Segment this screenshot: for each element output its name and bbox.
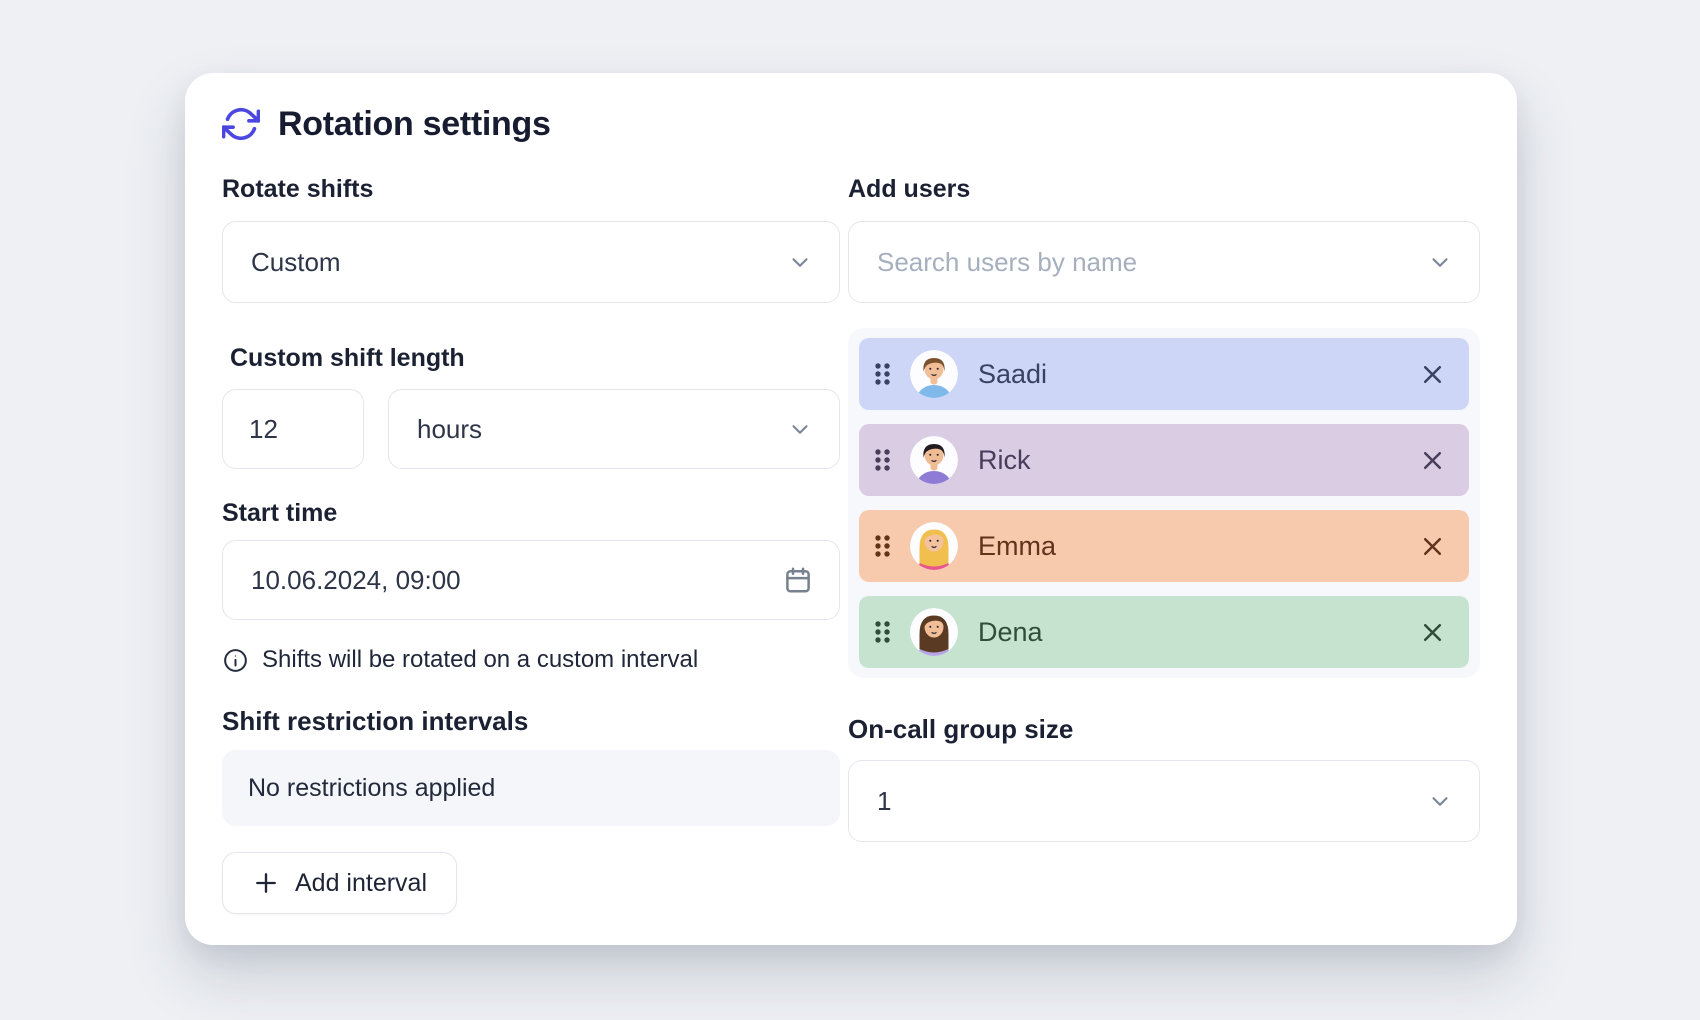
left-column: Rotate shifts Custom Custom shift length… [222, 174, 840, 914]
rotate-shifts-label: Rotate shifts [222, 175, 374, 203]
close-icon[interactable] [1420, 534, 1445, 559]
user-search-select[interactable] [848, 221, 1480, 303]
shift-length-value-input[interactable] [222, 389, 364, 469]
drag-handle-icon[interactable] [873, 361, 892, 387]
user-row: Rick [859, 424, 1469, 496]
rotate-shifts-value: Custom [251, 246, 341, 277]
group-size-value: 1 [877, 785, 892, 816]
user-name: Rick [978, 444, 1031, 475]
plus-icon [256, 873, 276, 893]
avatar [910, 522, 958, 570]
drag-handle-icon[interactable] [873, 533, 892, 559]
right-column: Add users [848, 174, 1480, 914]
user-list: Saadi [848, 328, 1480, 678]
close-icon[interactable] [1420, 620, 1445, 645]
user-row: Emma [859, 510, 1469, 582]
search-input[interactable] [877, 246, 1415, 278]
drag-handle-icon[interactable] [873, 447, 892, 473]
rotation-info-note: Shifts will be rotated on a custom inter… [222, 646, 840, 674]
card-header: Rotation settings [222, 100, 1480, 148]
group-size-select[interactable]: 1 [848, 760, 1480, 842]
user-name: Emma [978, 530, 1057, 561]
restrictions-empty-state: No restrictions applied [222, 750, 840, 826]
shift-length-unit-value: hours [417, 413, 483, 444]
columns: Rotate shifts Custom Custom shift length… [222, 174, 1480, 914]
custom-shift-length-row: hours [222, 389, 840, 469]
avatar [910, 608, 958, 656]
drag-handle-icon[interactable] [873, 619, 892, 645]
rotate-shifts-select[interactable]: Custom [222, 221, 840, 303]
user-row: Saadi [859, 338, 1469, 410]
start-time-input[interactable] [251, 564, 783, 596]
add-interval-button[interactable]: Add interval [222, 852, 458, 914]
custom-shift-length-label: Custom shift length [230, 344, 465, 372]
rotate-icon [222, 105, 260, 143]
avatar [910, 350, 958, 398]
shift-restrictions-label: Shift restriction intervals [222, 706, 529, 736]
page-title: Rotation settings [278, 104, 551, 143]
user-name: Dena [978, 616, 1043, 647]
user-row: Dena [859, 596, 1469, 668]
add-interval-label: Add interval [295, 868, 428, 897]
rotation-settings-card: Rotation settings Rotate shifts Custom C… [185, 73, 1517, 945]
close-icon[interactable] [1420, 448, 1445, 473]
start-time-label: Start time [222, 499, 338, 527]
info-text: Shifts will be rotated on a custom inter… [262, 646, 699, 673]
group-size-label: On-call group size [848, 714, 1074, 744]
add-users-label: Add users [848, 175, 971, 203]
shift-length-unit-select[interactable]: hours [388, 389, 840, 469]
chevron-down-icon [1427, 788, 1453, 814]
calendar-icon[interactable] [783, 565, 813, 595]
user-name: Saadi [978, 358, 1048, 389]
info-icon [224, 648, 247, 672]
chevron-down-icon [787, 416, 813, 442]
chevron-down-icon [1427, 249, 1453, 275]
chevron-down-icon [787, 249, 813, 275]
close-icon[interactable] [1420, 362, 1445, 387]
restrictions-empty-text: No restrictions applied [248, 773, 496, 802]
avatar [910, 436, 958, 484]
start-time-field[interactable] [222, 540, 840, 620]
